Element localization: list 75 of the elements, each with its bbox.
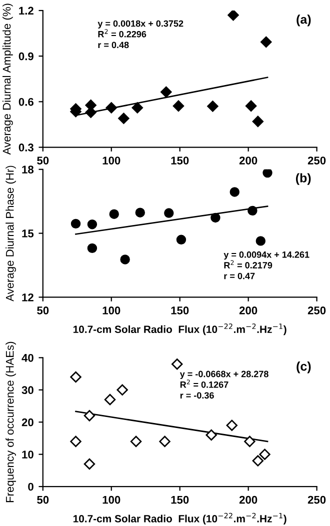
y-tick-label: 0	[28, 482, 34, 491]
x-tick-label: 200	[239, 306, 258, 314]
x-tick-label: 150	[171, 156, 189, 164]
point	[252, 116, 264, 128]
point	[259, 448, 270, 460]
point	[248, 206, 258, 216]
point	[118, 112, 130, 124]
point	[84, 410, 96, 422]
y-axis-title: Frequency of occurrence (HAEs)	[6, 342, 16, 502]
point	[70, 218, 81, 229]
point	[159, 436, 170, 448]
chart-title: (c)	[296, 362, 311, 374]
point	[230, 187, 240, 197]
y-tick-label: 20	[22, 418, 34, 426]
point	[262, 169, 272, 178]
y-tick-label: 12	[22, 293, 34, 302]
x-tick-label: 100	[102, 306, 120, 314]
point	[164, 208, 174, 218]
x-tick-label: 150	[171, 306, 189, 314]
point	[160, 86, 172, 98]
y-tick-label: 40	[22, 354, 34, 362]
y-tick-label: 1.2	[19, 6, 34, 15]
point	[130, 436, 142, 448]
y-tick-label: 0.6	[18, 98, 34, 106]
x-tick-label: 200	[239, 496, 258, 504]
point	[106, 102, 117, 114]
annotation: y = -0.0668x + 28.278 R$^{2}$ = 0.1267 r = -0.36	[180, 370, 268, 399]
x-tick-label: 250	[308, 156, 326, 164]
y-tick-label: 30	[22, 386, 34, 394]
x-tick-label: 250	[308, 306, 326, 314]
y-tick-label: 10	[22, 450, 34, 458]
y-tick-label: 0.3	[18, 144, 34, 152]
annotation: y = 0.0094x + 14.261 R$^{2}$ = 0.2179 r = 0.47	[224, 251, 310, 280]
point	[256, 236, 266, 246]
point	[228, 10, 239, 21]
point	[172, 100, 184, 112]
y-axis-title: Average Diurnal Phase (Hr)	[6, 166, 16, 302]
x-tick-label: 100	[102, 496, 120, 504]
point	[104, 394, 116, 406]
point	[109, 209, 119, 219]
point	[132, 102, 143, 114]
point	[260, 36, 272, 48]
annotation: y = 0.0018x + 0.3752 R$^{2}$ = 0.2296 r = 0.48	[98, 20, 184, 48]
point	[207, 100, 218, 112]
y-tick-label: 0.9	[18, 52, 34, 60]
x-tick-label: 50	[37, 496, 49, 504]
point	[70, 436, 82, 448]
point	[172, 358, 183, 370]
x-tick-label: 50	[37, 156, 49, 164]
point	[206, 429, 217, 441]
point	[116, 384, 128, 396]
chart-title: (a)	[296, 14, 311, 26]
x-tick-label: 100	[102, 156, 120, 164]
point	[252, 455, 264, 466]
y-axis-title: Average Diurnal Amplitude (%)	[2, 4, 13, 155]
point	[87, 243, 98, 254]
point	[135, 208, 145, 218]
point	[70, 371, 82, 383]
point	[210, 212, 220, 223]
x-tick-label: 50	[37, 306, 49, 314]
chart-title: (b)	[296, 173, 311, 185]
point	[120, 254, 130, 264]
x-axis-title: 10.7-cm Solar Radio Flux (10$^{−22}$.m$^{−2}$.Hz$^{−1}$)	[73, 512, 286, 524]
x-tick-label: 250	[308, 496, 326, 504]
x-axis-title: 10.7-cm Solar Radio Flux (10$^{−22}$.m$^{−2}$.Hz$^{−1}$)	[73, 324, 286, 336]
x-tick-label: 200	[239, 156, 258, 164]
point	[84, 458, 96, 470]
y-tick-label: 18	[22, 166, 34, 174]
point	[176, 234, 186, 245]
point	[244, 436, 256, 448]
x-tick-label: 150	[171, 496, 189, 504]
point	[226, 420, 238, 431]
point	[245, 100, 257, 112]
y-tick-label: 15	[22, 230, 34, 238]
point	[87, 219, 98, 230]
